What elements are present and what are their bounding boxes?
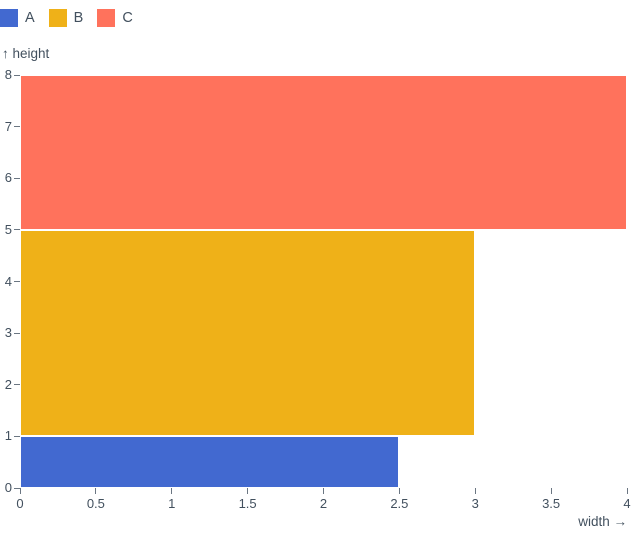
x-tick-label: 0 bbox=[16, 496, 24, 511]
y-tick-mark bbox=[14, 126, 20, 128]
y-tick-label: 3 bbox=[4, 325, 12, 341]
legend-item-B: B bbox=[48, 9, 84, 27]
bar-A bbox=[20, 436, 400, 488]
y-tick-label: 7 bbox=[4, 118, 12, 134]
x-tick-mark bbox=[626, 488, 628, 494]
x-tick-label: 0.5 bbox=[86, 496, 105, 511]
y-tick-label: 2 bbox=[4, 376, 12, 392]
bar-B bbox=[20, 229, 476, 437]
x-tick-mark bbox=[474, 488, 476, 494]
y-tick-label: 6 bbox=[4, 170, 12, 186]
y-tick-label: 5 bbox=[4, 221, 12, 237]
y-tick-mark bbox=[14, 384, 20, 386]
y-tick-label: 1 bbox=[4, 428, 12, 444]
x-tick-mark bbox=[398, 488, 400, 494]
legend-swatch-icon bbox=[48, 9, 67, 27]
x-tick-mark bbox=[247, 488, 249, 494]
y-tick-mark bbox=[14, 435, 20, 437]
x-tick-label: 4 bbox=[623, 496, 631, 511]
x-tick-label: 3 bbox=[471, 496, 479, 511]
x-tick-mark bbox=[323, 488, 324, 494]
x-tick-mark bbox=[550, 488, 552, 494]
x-tick-label: 1 bbox=[168, 496, 176, 511]
y-tick-mark bbox=[14, 487, 20, 489]
legend-item-A: A bbox=[0, 9, 35, 27]
legend-label: B bbox=[73, 10, 84, 26]
y-tick-label: 8 bbox=[4, 67, 12, 82]
y-tick-mark bbox=[14, 74, 20, 76]
y-tick-label: 4 bbox=[4, 273, 12, 289]
legend-label: A bbox=[25, 10, 35, 26]
legend-label: C bbox=[122, 10, 133, 26]
x-tick-label: 3.5 bbox=[542, 496, 561, 511]
legend-swatch-icon bbox=[0, 9, 18, 27]
y-tick-label: 0 bbox=[4, 480, 12, 495]
legend-swatch-icon bbox=[97, 9, 116, 27]
x-tick-label: 1.5 bbox=[238, 496, 257, 511]
x-tick-mark bbox=[171, 488, 173, 494]
y-tick-mark bbox=[14, 229, 20, 231]
y-axis-label: ↑ height bbox=[2, 46, 50, 61]
y-tick-mark bbox=[14, 281, 20, 282]
legend-item-C: C bbox=[97, 9, 133, 27]
x-axis-label: width → bbox=[578, 514, 627, 529]
x-tick-mark bbox=[95, 488, 97, 494]
y-tick-mark bbox=[14, 332, 20, 334]
y-tick-mark bbox=[14, 177, 20, 179]
x-tick-label: 2 bbox=[319, 496, 328, 511]
bar-C bbox=[20, 75, 627, 230]
x-tick-mark bbox=[19, 488, 21, 494]
legend: A B C bbox=[0, 9, 147, 27]
x-tick-label: 2.5 bbox=[390, 496, 409, 511]
